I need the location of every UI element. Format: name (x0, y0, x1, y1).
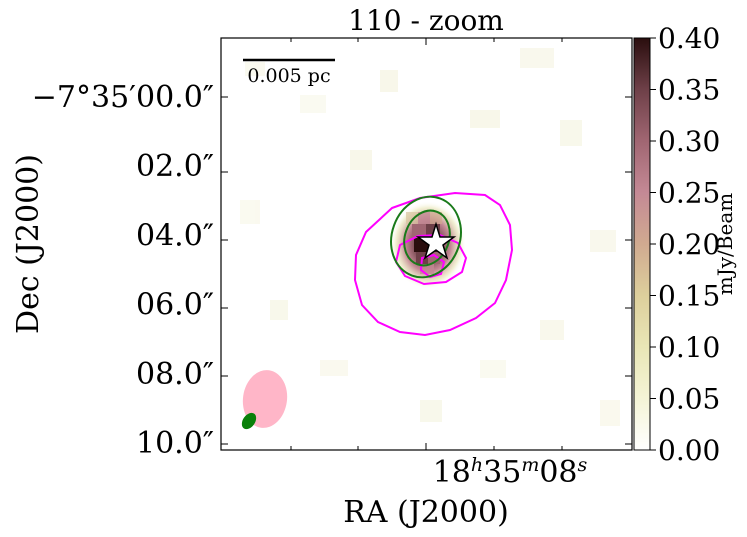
x-axis-label: RA (J2000) (343, 495, 509, 530)
colorbar-tick-label: 0.05 (658, 383, 720, 416)
colorbar-tick-label: 0.35 (658, 74, 720, 107)
colorbar-label: mJy/Beam (713, 193, 737, 295)
colorbar-gradient (634, 38, 650, 450)
y-tick-label: 04.0″ (136, 218, 214, 253)
colorbar-tick-label: 0.25 (658, 177, 720, 210)
y-tick-label: 10.0″ (136, 426, 214, 461)
y-tick-label: 02.0″ (136, 149, 214, 184)
contour-green-outer (390, 195, 462, 279)
colorbar-tick-label: 0.10 (658, 331, 720, 364)
colorbar-tick-label: 0.20 (658, 228, 720, 261)
colorbar-tick-label: 0.00 (658, 434, 720, 467)
beam-large (242, 370, 288, 428)
contour-magenta-core (419, 253, 446, 279)
colorbar-ticks: 0.00 0.05 0.10 0.15 0.20 0.25 0.30 0.35 0.40 (650, 22, 720, 467)
colorbar: 0.00 0.05 0.10 0.15 0.20 0.25 0.30 0.35 0.40 mJy… (633, 22, 737, 467)
x-tick-m: m (521, 454, 539, 476)
y-tick-label: 06.0″ (136, 288, 214, 323)
x-tick-s: s (578, 454, 588, 476)
scale-bar-label: 0.005 pc (247, 65, 330, 87)
contours-green (390, 195, 462, 279)
frame-ticks (221, 38, 632, 450)
y-tick-label: 08.0″ (136, 357, 214, 392)
heatmap-noise (240, 48, 620, 426)
chart-title: 110 - zoom (348, 4, 504, 37)
colorbar-tick-label: 0.15 (658, 280, 720, 313)
x-tick-label: 18h35m08s (433, 454, 588, 490)
colorbar-tick-label: 0.40 (658, 22, 720, 55)
y-tick-label: −7°35′00.0″ (32, 80, 214, 115)
beam-small (241, 412, 257, 430)
plot-area: 0.005 pc (220, 37, 633, 451)
source-star-marker (415, 221, 457, 260)
y-axis-label: Dec (J2000) (11, 154, 46, 334)
y-tick-labels: −7°35′00.0″ 02.0″ 04.0″ 06.0″ 08.0″ 10.0″ (32, 80, 214, 461)
colorbar-tick-label: 0.30 (658, 125, 720, 158)
x-tick-hours: 18 (433, 455, 471, 490)
x-tick-h: h (471, 454, 483, 476)
contour-magenta-outer (353, 191, 514, 337)
x-tick-minutes: 35 (483, 455, 521, 490)
svg-text:18h35m08s: 18h35m08s (433, 454, 588, 490)
x-tick-seconds: 08 (539, 455, 577, 490)
contour-green-mid (403, 209, 451, 267)
